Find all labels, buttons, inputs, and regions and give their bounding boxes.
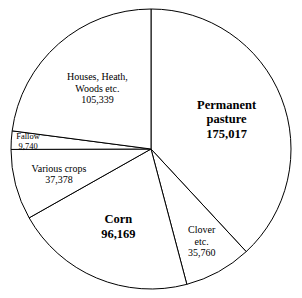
- slice-label: Permanentpasture: [197, 98, 257, 126]
- slice-label-line: Permanent: [197, 98, 257, 112]
- data-label: 105,339: [81, 94, 114, 105]
- slice-label: Corn: [104, 212, 132, 226]
- slice-label: Houses, Heath,Woods etc.: [67, 71, 128, 94]
- data-label: 175,017: [206, 127, 247, 141]
- slice-label-line: Houses, Heath,: [67, 71, 128, 82]
- data-label: 9,740: [18, 141, 37, 151]
- slice-label-line: Various crops: [32, 162, 87, 173]
- slice: [12, 9, 151, 149]
- slice: [11, 149, 151, 218]
- slice-label: Various crops: [32, 162, 87, 173]
- slice-label-line: Woods etc.: [75, 82, 119, 93]
- slice-label-line: Clover: [188, 224, 216, 235]
- slice-label-line: etc.: [195, 235, 209, 246]
- data-label: 37,378: [45, 174, 73, 185]
- labels: Permanentpasture175,017Cloveretc.35,760C…: [16, 71, 257, 258]
- data-label: 96,169: [101, 227, 135, 241]
- slice-label: Cloveretc.: [188, 224, 216, 247]
- chart: Permanentpasture175,017Cloveretc.35,760C…: [0, 0, 302, 298]
- slice-label-line: pasture: [207, 112, 248, 126]
- slice-label-line: Fallow: [16, 131, 40, 141]
- slice-label-line: Corn: [104, 212, 132, 226]
- slice-label: Fallow: [16, 131, 40, 141]
- data-label: 35,760: [188, 247, 216, 258]
- pie: [11, 9, 291, 289]
